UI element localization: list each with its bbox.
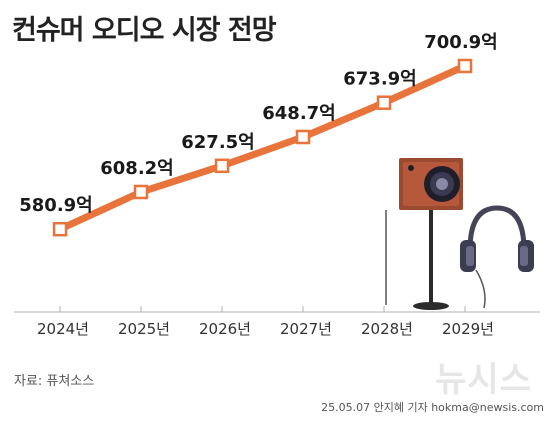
data-point <box>457 58 473 74</box>
source-note: 자료: 퓨쳐소스 <box>14 374 95 389</box>
data-point <box>133 184 149 200</box>
x-tick-label: 2024년 <box>37 320 89 338</box>
page-title: 컨슈머 오디오 시장 전망 <box>12 15 277 46</box>
x-tick-label: 2025년 <box>118 320 170 338</box>
credit-line: 25.05.07 안지혜 기자 hokma@newsis.com <box>321 401 544 414</box>
speaker-icon <box>385 158 463 310</box>
headphones-icon <box>460 205 534 309</box>
x-tick-label: 2029년 <box>442 320 494 338</box>
watermark: 뉴시스 <box>435 360 532 400</box>
data-label: 608.2억 <box>100 158 174 179</box>
data-point <box>214 158 230 174</box>
data-label: 627.5억 <box>181 132 255 153</box>
x-tick-label: 2028년 <box>361 320 413 338</box>
data-label: 700.9억 <box>424 32 498 53</box>
x-tick-label: 2027년 <box>280 320 332 338</box>
data-label: 673.9억 <box>343 69 417 90</box>
data-label: 648.7억 <box>262 103 336 124</box>
x-tick-label: 2026년 <box>199 320 251 338</box>
series-line <box>56 62 469 233</box>
data-label: 580.9억 <box>19 195 93 216</box>
data-point <box>52 221 68 237</box>
data-point <box>376 95 392 110</box>
data-point <box>295 129 311 145</box>
